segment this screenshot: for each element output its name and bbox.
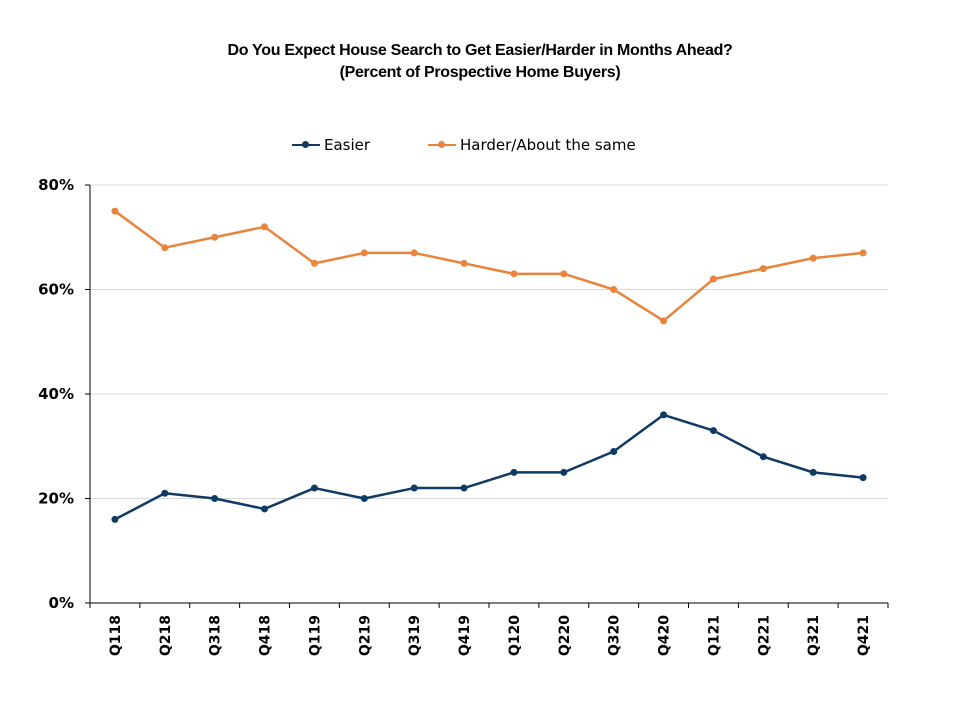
legend-item-easier: Easier	[292, 136, 370, 154]
data-point	[660, 317, 668, 325]
x-tick-label: Q220	[557, 615, 573, 656]
data-point	[111, 207, 119, 215]
data-point	[261, 505, 269, 513]
x-tick-label: Q421	[856, 615, 872, 656]
legend-label-easier: Easier	[324, 136, 371, 154]
legend-label-harder: Harder/About the same	[460, 136, 636, 154]
chart-legend: Easier Harder/About the same	[0, 136, 960, 156]
data-point	[709, 275, 717, 283]
data-point	[211, 495, 219, 502]
data-point	[410, 249, 418, 257]
data-point	[759, 453, 767, 461]
x-tick-label: Q218	[158, 615, 174, 656]
series-line-harder	[114, 210, 864, 323]
data-point	[460, 259, 468, 267]
data-point	[859, 249, 867, 257]
data-point	[510, 468, 518, 476]
x-tick-label: Q320	[607, 615, 623, 656]
data-point	[560, 468, 568, 476]
x-tick-label: Q419	[457, 615, 473, 656]
data-point	[410, 484, 418, 492]
data-point	[809, 254, 817, 262]
data-point	[111, 515, 119, 523]
x-tick-label: Q420	[657, 615, 673, 656]
x-tick-label: Q120	[507, 615, 523, 656]
data-point	[709, 427, 717, 435]
data-point	[660, 411, 668, 419]
x-tick-label: Q118	[108, 615, 124, 656]
data-point	[161, 489, 169, 497]
data-point	[161, 244, 169, 252]
y-tick-label: 40%	[38, 385, 74, 403]
x-tick-label: Q319	[407, 615, 423, 656]
x-tick-label: Q219	[357, 615, 373, 656]
data-point	[360, 249, 368, 257]
data-point	[310, 259, 318, 267]
data-point	[211, 233, 219, 241]
data-point	[310, 484, 318, 492]
data-point	[261, 223, 269, 231]
x-tick-label: Q418	[258, 615, 274, 656]
data-point	[460, 484, 468, 492]
legend-swatch-harder	[428, 141, 456, 148]
data-point	[360, 495, 368, 502]
x-tick-label: Q121	[706, 615, 722, 656]
x-tick-label: Q321	[806, 615, 822, 656]
chart-title: Do You Expect House Search to Get Easier…	[0, 40, 960, 84]
legend-item-harder: Harder/About the same	[428, 136, 636, 154]
x-tick-label: Q318	[208, 615, 224, 656]
y-tick-label: 80%	[38, 176, 74, 194]
data-point	[809, 468, 817, 476]
data-point	[859, 474, 867, 482]
data-point	[759, 265, 767, 273]
series-line-easier	[114, 413, 864, 521]
data-point	[510, 270, 518, 278]
chart-title-line: Do You Expect House Search to Get Easier…	[227, 42, 733, 59]
x-tick-label: Q119	[307, 615, 323, 656]
y-tick-label: 20%	[38, 490, 74, 508]
data-point	[560, 270, 568, 278]
x-tick-label: Q221	[756, 615, 772, 656]
legend-swatch-easier	[292, 141, 320, 148]
chart-subtitle: (Percent of Prospective Home Buyers)	[339, 64, 621, 81]
data-point	[610, 286, 618, 293]
y-tick-label: 60%	[38, 281, 74, 299]
data-point	[610, 447, 618, 455]
y-tick-label: 0%	[49, 594, 74, 612]
